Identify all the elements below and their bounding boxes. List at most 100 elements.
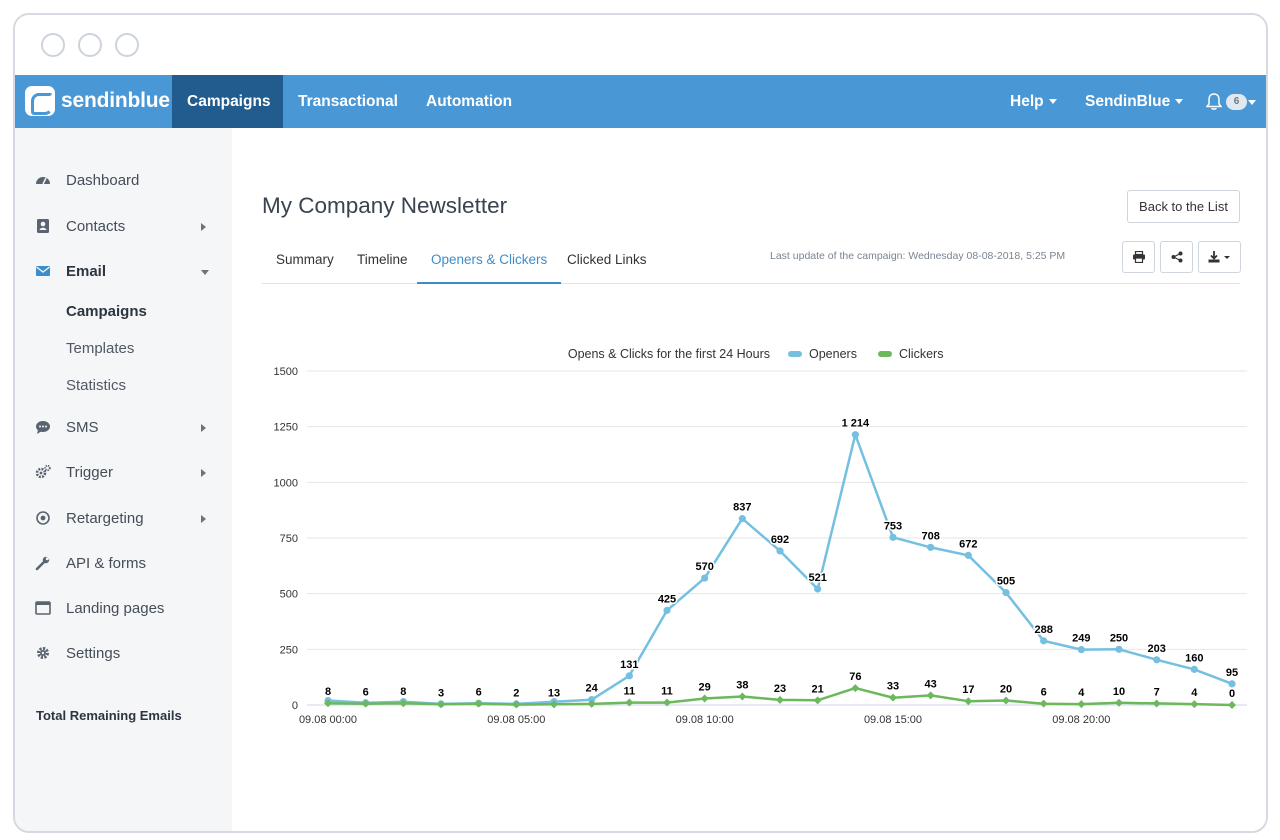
sendinblue-logo[interactable]: sendinblue: [25, 86, 170, 116]
opens-clicks-chart: 09.08 00:00 09.08 05:00 09.08 10:00 09.08 1…: [274, 347, 1247, 726]
back-to-list-button[interactable]: Back to the List: [1127, 190, 1240, 223]
dashboard-icon: [36, 177, 50, 185]
share-icon: [1171, 251, 1182, 263]
data-label: 43: [925, 678, 937, 690]
sidebar-item-label: Retargeting: [66, 510, 144, 527]
data-label: 753: [884, 520, 902, 532]
download-button[interactable]: [1198, 241, 1241, 273]
bell-icon[interactable]: [1206, 93, 1222, 111]
chart-legend[interactable]: Opens & Clicks for the first 24 Hours Ope…: [568, 347, 944, 361]
window-maximize-control[interactable]: [115, 33, 139, 57]
window-titlebar: [15, 15, 1266, 75]
openers-point: [814, 585, 822, 593]
sidebar-item-sms[interactable]: SMS: [15, 413, 232, 445]
sidebar-item-settings[interactable]: Settings: [15, 639, 232, 671]
tab-summary[interactable]: Summary: [276, 252, 334, 267]
data-label: 6: [363, 687, 369, 699]
clickers-point: [550, 700, 558, 709]
account-menu[interactable]: SendinBlue: [1085, 75, 1184, 128]
clickers-point: [851, 684, 860, 693]
clickers-point: [1115, 698, 1123, 707]
tab-clicked-links[interactable]: Clicked Links: [567, 252, 647, 267]
nav-tab-automation[interactable]: Automation: [426, 93, 513, 110]
sidebar-subitem-campaigns[interactable]: Campaigns: [66, 303, 147, 320]
chevron-down-icon[interactable]: [1248, 100, 1256, 105]
data-label: 708: [921, 530, 939, 542]
clickers-point: [700, 694, 709, 703]
data-label: 11: [661, 686, 673, 698]
sidebar-item-api-forms[interactable]: API & forms: [15, 549, 232, 581]
nav-tab-transactional[interactable]: Transactional: [298, 93, 398, 110]
total-remaining-emails-label: Total Remaining Emails: [36, 708, 182, 723]
help-menu[interactable]: Help: [1010, 75, 1057, 128]
sidebar-subitem-statistics[interactable]: Statistics: [66, 377, 127, 394]
clickers-point: [399, 699, 408, 708]
chat-icon: [36, 421, 50, 434]
data-label: 203: [1147, 643, 1165, 655]
sidebar-item-email[interactable]: Email: [15, 257, 232, 289]
sidebar-item-trigger[interactable]: Trigger: [15, 458, 232, 490]
openers-point: [701, 574, 709, 582]
chart-title: Opens & Clicks for the first 24 Hours: [568, 347, 770, 361]
y-tick-label: 1250: [274, 422, 298, 434]
logo-icon: [25, 86, 55, 116]
chevron-right-icon: [201, 515, 206, 523]
sidebar-item-contacts[interactable]: Contacts: [15, 212, 232, 244]
data-label: 24: [586, 683, 599, 695]
clickers-point: [663, 698, 671, 707]
openers-point: [927, 543, 935, 551]
print-button[interactable]: [1122, 241, 1155, 273]
x-tick-label: 09.08 05:00: [487, 714, 545, 726]
openers-point: [1190, 665, 1198, 673]
data-label: 13: [548, 687, 560, 699]
help-label: Help: [1010, 93, 1044, 110]
data-label: 33: [887, 681, 899, 693]
clickers-point: [813, 696, 822, 705]
target-icon: [36, 511, 50, 525]
openers-point: [625, 672, 633, 680]
nav-tab-campaigns[interactable]: Campaigns: [172, 75, 283, 128]
y-tick-label: 1500: [274, 366, 298, 378]
chevron-down-icon: [201, 270, 209, 275]
clickers-point: [324, 699, 332, 708]
sidebar-item-retargeting[interactable]: Retargeting: [15, 504, 232, 536]
notifications-badge[interactable]: 6: [1226, 94, 1247, 110]
clickers-point: [437, 700, 445, 709]
data-label: 6: [1041, 687, 1047, 699]
openers-point: [851, 431, 859, 439]
chevron-right-icon: [201, 424, 206, 432]
campaign-tabs: Summary Timeline Openers & Clickers Clic…: [262, 238, 1240, 284]
window-close-control[interactable]: [41, 33, 65, 57]
tab-openers-clickers[interactable]: Openers & Clickers: [417, 238, 562, 284]
data-label: 11: [624, 686, 636, 698]
clickers-point: [964, 697, 973, 706]
sidebar-subitem-templates[interactable]: Templates: [66, 340, 135, 357]
clickers-point: [512, 700, 521, 709]
openers-point: [738, 515, 746, 523]
y-tick-label: 250: [280, 644, 298, 656]
download-icon: [1208, 251, 1230, 263]
legend-label: Clickers: [899, 347, 943, 361]
sidebar-item-label: API & forms: [66, 555, 147, 572]
gears-icon: [35, 464, 51, 479]
tab-timeline[interactable]: Timeline: [357, 252, 408, 267]
y-tick-label: 500: [280, 589, 298, 601]
data-label: 6: [476, 687, 482, 699]
wrench-icon: [35, 556, 50, 571]
clickers-point: [1152, 699, 1161, 708]
data-label: 425: [658, 593, 676, 605]
data-label: 38: [736, 680, 748, 692]
window-minimize-control[interactable]: [78, 33, 102, 57]
share-button[interactable]: [1160, 241, 1193, 273]
chevron-down-icon: [1048, 99, 1057, 104]
data-label: 672: [959, 538, 977, 550]
sidebar-item-landing-pages[interactable]: Landing pages: [15, 594, 232, 626]
data-label: 95: [1226, 667, 1238, 679]
y-tick-label: 0: [292, 700, 298, 712]
chart-x-axis: 09.08 00:00 09.08 05:00 09.08 10:00 09.08 1…: [299, 714, 1110, 726]
openers-point: [1077, 645, 1085, 654]
sidebar-item-dashboard[interactable]: Dashboard: [15, 166, 232, 198]
clickers-point: [926, 691, 935, 700]
clickers-point: [1077, 700, 1086, 709]
